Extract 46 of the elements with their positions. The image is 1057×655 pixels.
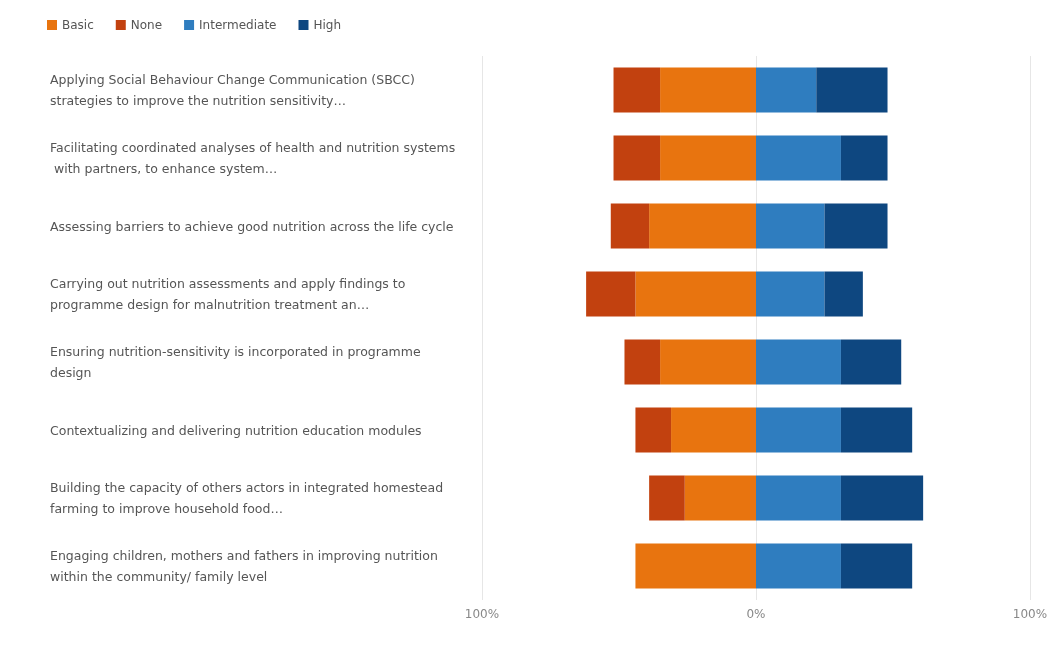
bar [824,203,888,249]
bar [840,407,913,453]
y-tick-label: Engaging children, mothers and fathers in improving nutrition within the community/ family level [50,548,442,584]
y-tick-label: Ensuring nutrition-sensitivity is incorporated in programme design [50,344,425,380]
bar [660,67,756,113]
y-tick-label: Building the capacity of others actors in integrated homestead farming to improve household food… [50,480,448,516]
bar [610,203,650,249]
x-tick-label: 0% [746,607,766,621]
bar [840,543,913,589]
legend-label: None [130,18,163,32]
bar [635,271,756,317]
x-tick-label: 100% [464,607,500,621]
bar [816,67,888,113]
bar [660,339,756,385]
bar [840,475,924,521]
legend-label: Intermediate [199,18,277,32]
bar [756,339,841,385]
legend-label: Basic [62,18,94,32]
bar [824,271,863,317]
bar [635,543,756,589]
bar [671,407,756,453]
bar [840,135,888,181]
legend-label: High [313,18,342,32]
y-tick-label: Carrying out nutrition assessments and apply findings to programme design for malnutrition treatment an… [50,276,410,312]
y-tick-label: Contextualizing and delivering nutrition education modules [50,422,422,438]
bar [586,271,636,317]
bar [840,339,902,385]
bar [684,475,756,521]
bar [649,203,756,249]
bar [624,339,661,385]
bar [756,407,841,453]
bar [660,135,756,181]
bar [649,475,685,521]
x-tick-label: 100% [1012,607,1048,621]
bar [756,203,825,249]
bar [756,67,817,113]
bar [756,271,825,317]
bar [635,407,672,453]
bar [613,67,661,113]
y-tick-label: Facilitating coordinated analyses of health and nutrition systems with partners, to enhance system… [50,140,456,176]
bar [613,135,661,181]
bar [756,135,841,181]
y-tick-label: Applying Social Behaviour Change Communication (SBCC) strategies to improve the nutrition sensitivity… [50,72,419,108]
bar [756,543,841,589]
y-tick-label: Assessing barriers to achieve good nutrition across the life cycle [50,218,454,234]
bar [756,475,841,521]
